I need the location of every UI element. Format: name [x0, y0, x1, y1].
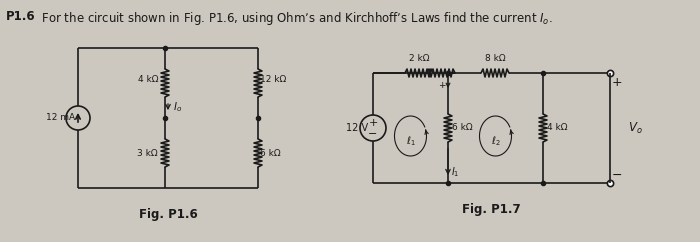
Text: 6 kΩ: 6 kΩ	[452, 123, 472, 133]
Text: +: +	[612, 76, 622, 90]
Text: 4 kΩ: 4 kΩ	[547, 123, 568, 133]
Text: 12 mA: 12 mA	[46, 113, 75, 122]
Text: −: −	[368, 129, 378, 139]
Text: +: +	[368, 118, 378, 128]
Text: For the circuit shown in Fig. P1.6, using Ohm’s and Kirchhoff’s Laws find the cu: For the circuit shown in Fig. P1.6, usin…	[34, 10, 553, 27]
Text: 2 kΩ: 2 kΩ	[409, 54, 429, 63]
Text: P1.6: P1.6	[6, 10, 36, 23]
Text: Fig. P1.6: Fig. P1.6	[139, 208, 197, 221]
Text: 3 kΩ: 3 kΩ	[137, 149, 158, 158]
Text: 8 kΩ: 8 kΩ	[484, 54, 505, 63]
Text: 12 V: 12 V	[346, 123, 368, 133]
Text: Fig. P1.7: Fig. P1.7	[462, 203, 521, 216]
Text: $I_o$: $I_o$	[173, 101, 182, 114]
Text: 6 kΩ: 6 kΩ	[260, 149, 281, 158]
Text: $\ell_1$: $\ell_1$	[405, 134, 415, 148]
Text: +: +	[438, 81, 446, 90]
Text: 12 kΩ: 12 kΩ	[260, 75, 286, 83]
Text: $V_o$: $V_o$	[628, 121, 643, 136]
Text: $\ell_2$: $\ell_2$	[491, 134, 500, 148]
Text: $I_1$: $I_1$	[451, 165, 459, 179]
Text: 4 kΩ: 4 kΩ	[137, 75, 158, 83]
Text: −: −	[612, 168, 622, 182]
